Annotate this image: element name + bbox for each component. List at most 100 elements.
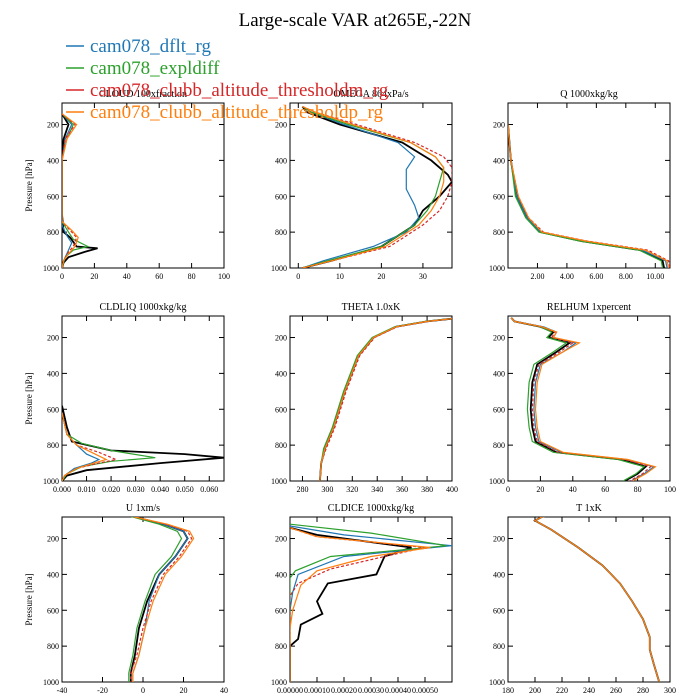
y-tick-label: 600 (493, 405, 505, 414)
y-tick-label: 1000 (43, 477, 59, 486)
series-line-1 (62, 113, 73, 268)
y-tick-label: 600 (275, 606, 287, 615)
panel-7: CLDICE 1000xkg/kg 200 400 600 800 10000.00000… (271, 503, 453, 695)
panel-frame (289, 315, 453, 482)
panel-frame (61, 516, 225, 683)
x-tick-label: 220 (556, 686, 568, 695)
panel-frame (61, 102, 225, 269)
x-tick-label: 0 (506, 485, 510, 494)
panel-title: CLOUD 100xfraction (99, 89, 187, 100)
series-group (319, 317, 452, 481)
y-tick-label: 200 (493, 334, 505, 343)
y-tick-label: 400 (47, 156, 59, 165)
panel-2: Q 1000xkg/kg 200 400 600 800 1000 2.00 4.00 6.00… (489, 89, 671, 281)
series-line-1 (132, 517, 189, 682)
x-tick-label: 8.00 (619, 272, 633, 281)
x-tick-label: 0.040 (151, 485, 169, 494)
y-tick-label: 400 (493, 570, 505, 579)
series-line-1 (319, 318, 452, 481)
x-tick-label: 300 (321, 485, 333, 494)
x-tick-label: 20 (90, 272, 98, 281)
series-group (62, 113, 98, 268)
y-tick-label: 800 (493, 441, 505, 450)
series-line-2 (62, 113, 90, 268)
y-tick-label: 600 (275, 192, 287, 201)
y-tick-label: 400 (275, 369, 287, 378)
series-line-0 (508, 124, 665, 268)
series-line-4 (533, 517, 660, 682)
series-group (508, 124, 670, 268)
legend-label: cam078_dflt_rg (90, 36, 212, 57)
y-tick-label: 400 (275, 156, 287, 165)
x-tick-label: 320 (346, 485, 358, 494)
y-tick-label: 200 (47, 121, 59, 130)
x-tick-label: 20 (536, 485, 544, 494)
x-tick-label: 0 (296, 272, 300, 281)
series-line-2 (302, 106, 445, 268)
series-line-3 (130, 517, 193, 682)
x-tick-label: 0.00020 (331, 686, 357, 695)
series-line-3 (533, 517, 660, 682)
y-tick-label: 600 (47, 606, 59, 615)
series-group (533, 517, 661, 682)
x-tick-label: 0.00010 (304, 686, 330, 695)
x-tick-label: 30 (419, 272, 427, 281)
y-tick-label: 1000 (271, 678, 287, 687)
x-tick-label: 100 (218, 272, 230, 281)
x-tick-label: 4.00 (560, 272, 574, 281)
x-tick-label: 40 (220, 686, 228, 695)
series-line-0 (129, 517, 189, 682)
y-tick-label: 800 (275, 441, 287, 450)
x-tick-label: 0 (60, 272, 64, 281)
y-tick-label: 800 (275, 642, 287, 651)
y-tick-label: 400 (493, 156, 505, 165)
x-tick-label: 180 (502, 686, 514, 695)
series-line-4 (290, 527, 431, 682)
y-tick-label: 600 (493, 606, 505, 615)
x-tick-label: 10.00 (646, 272, 664, 281)
panel-frame (61, 315, 225, 482)
series-line-2 (290, 523, 447, 682)
y-tick-label: 800 (47, 228, 59, 237)
y-tick-label: 1000 (43, 678, 59, 687)
x-tick-label: 280 (296, 485, 308, 494)
series-group (62, 405, 224, 481)
legend-label: cam078_clubb_altitude_thresholdp_rg (90, 102, 384, 123)
y-tick-label: 200 (275, 535, 287, 544)
x-tick-label: 20 (377, 272, 385, 281)
x-tick-label: 360 (396, 485, 408, 494)
y-tick-label: 1000 (43, 264, 59, 273)
series-line-0 (62, 405, 224, 481)
y-axis-label: Pressure [hPa] (24, 159, 34, 211)
y-tick-label: 800 (47, 642, 59, 651)
x-tick-label: 0.030 (127, 485, 145, 494)
panel-1: OMEGA 864xPa/s 200 400 600 800 1000 0 10 20 30 (271, 89, 453, 281)
x-tick-label: 0.00050 (412, 686, 438, 695)
y-tick-label: 1000 (271, 264, 287, 273)
series-line-3 (319, 318, 452, 481)
panel-title: CLDICE 1000xkg/kg (328, 503, 414, 514)
series-group (301, 106, 452, 268)
x-tick-label: 0.00000 (277, 686, 303, 695)
x-tick-label: 60 (601, 485, 609, 494)
series-line-4 (62, 113, 79, 268)
y-tick-label: 200 (47, 334, 59, 343)
series-group (290, 523, 452, 682)
x-tick-label: 80 (188, 272, 196, 281)
series-line-2 (319, 318, 451, 481)
series-group (510, 317, 657, 481)
series-line-4 (508, 124, 670, 268)
series-line-4 (62, 412, 108, 481)
x-tick-label: -40 (57, 686, 68, 695)
y-tick-label: 800 (493, 228, 505, 237)
x-tick-label: 340 (371, 485, 383, 494)
panel-frame (507, 516, 671, 683)
x-tick-label: 400 (446, 485, 458, 494)
panel-3: CLDLIQ 1000xkg/kg Pressure [hPa] 200 400 600… (24, 302, 225, 494)
series-line-3 (508, 124, 670, 268)
panel-title: THETA 1.0xK (342, 302, 401, 313)
series-line-0 (533, 517, 661, 682)
series-line-0 (301, 106, 452, 268)
